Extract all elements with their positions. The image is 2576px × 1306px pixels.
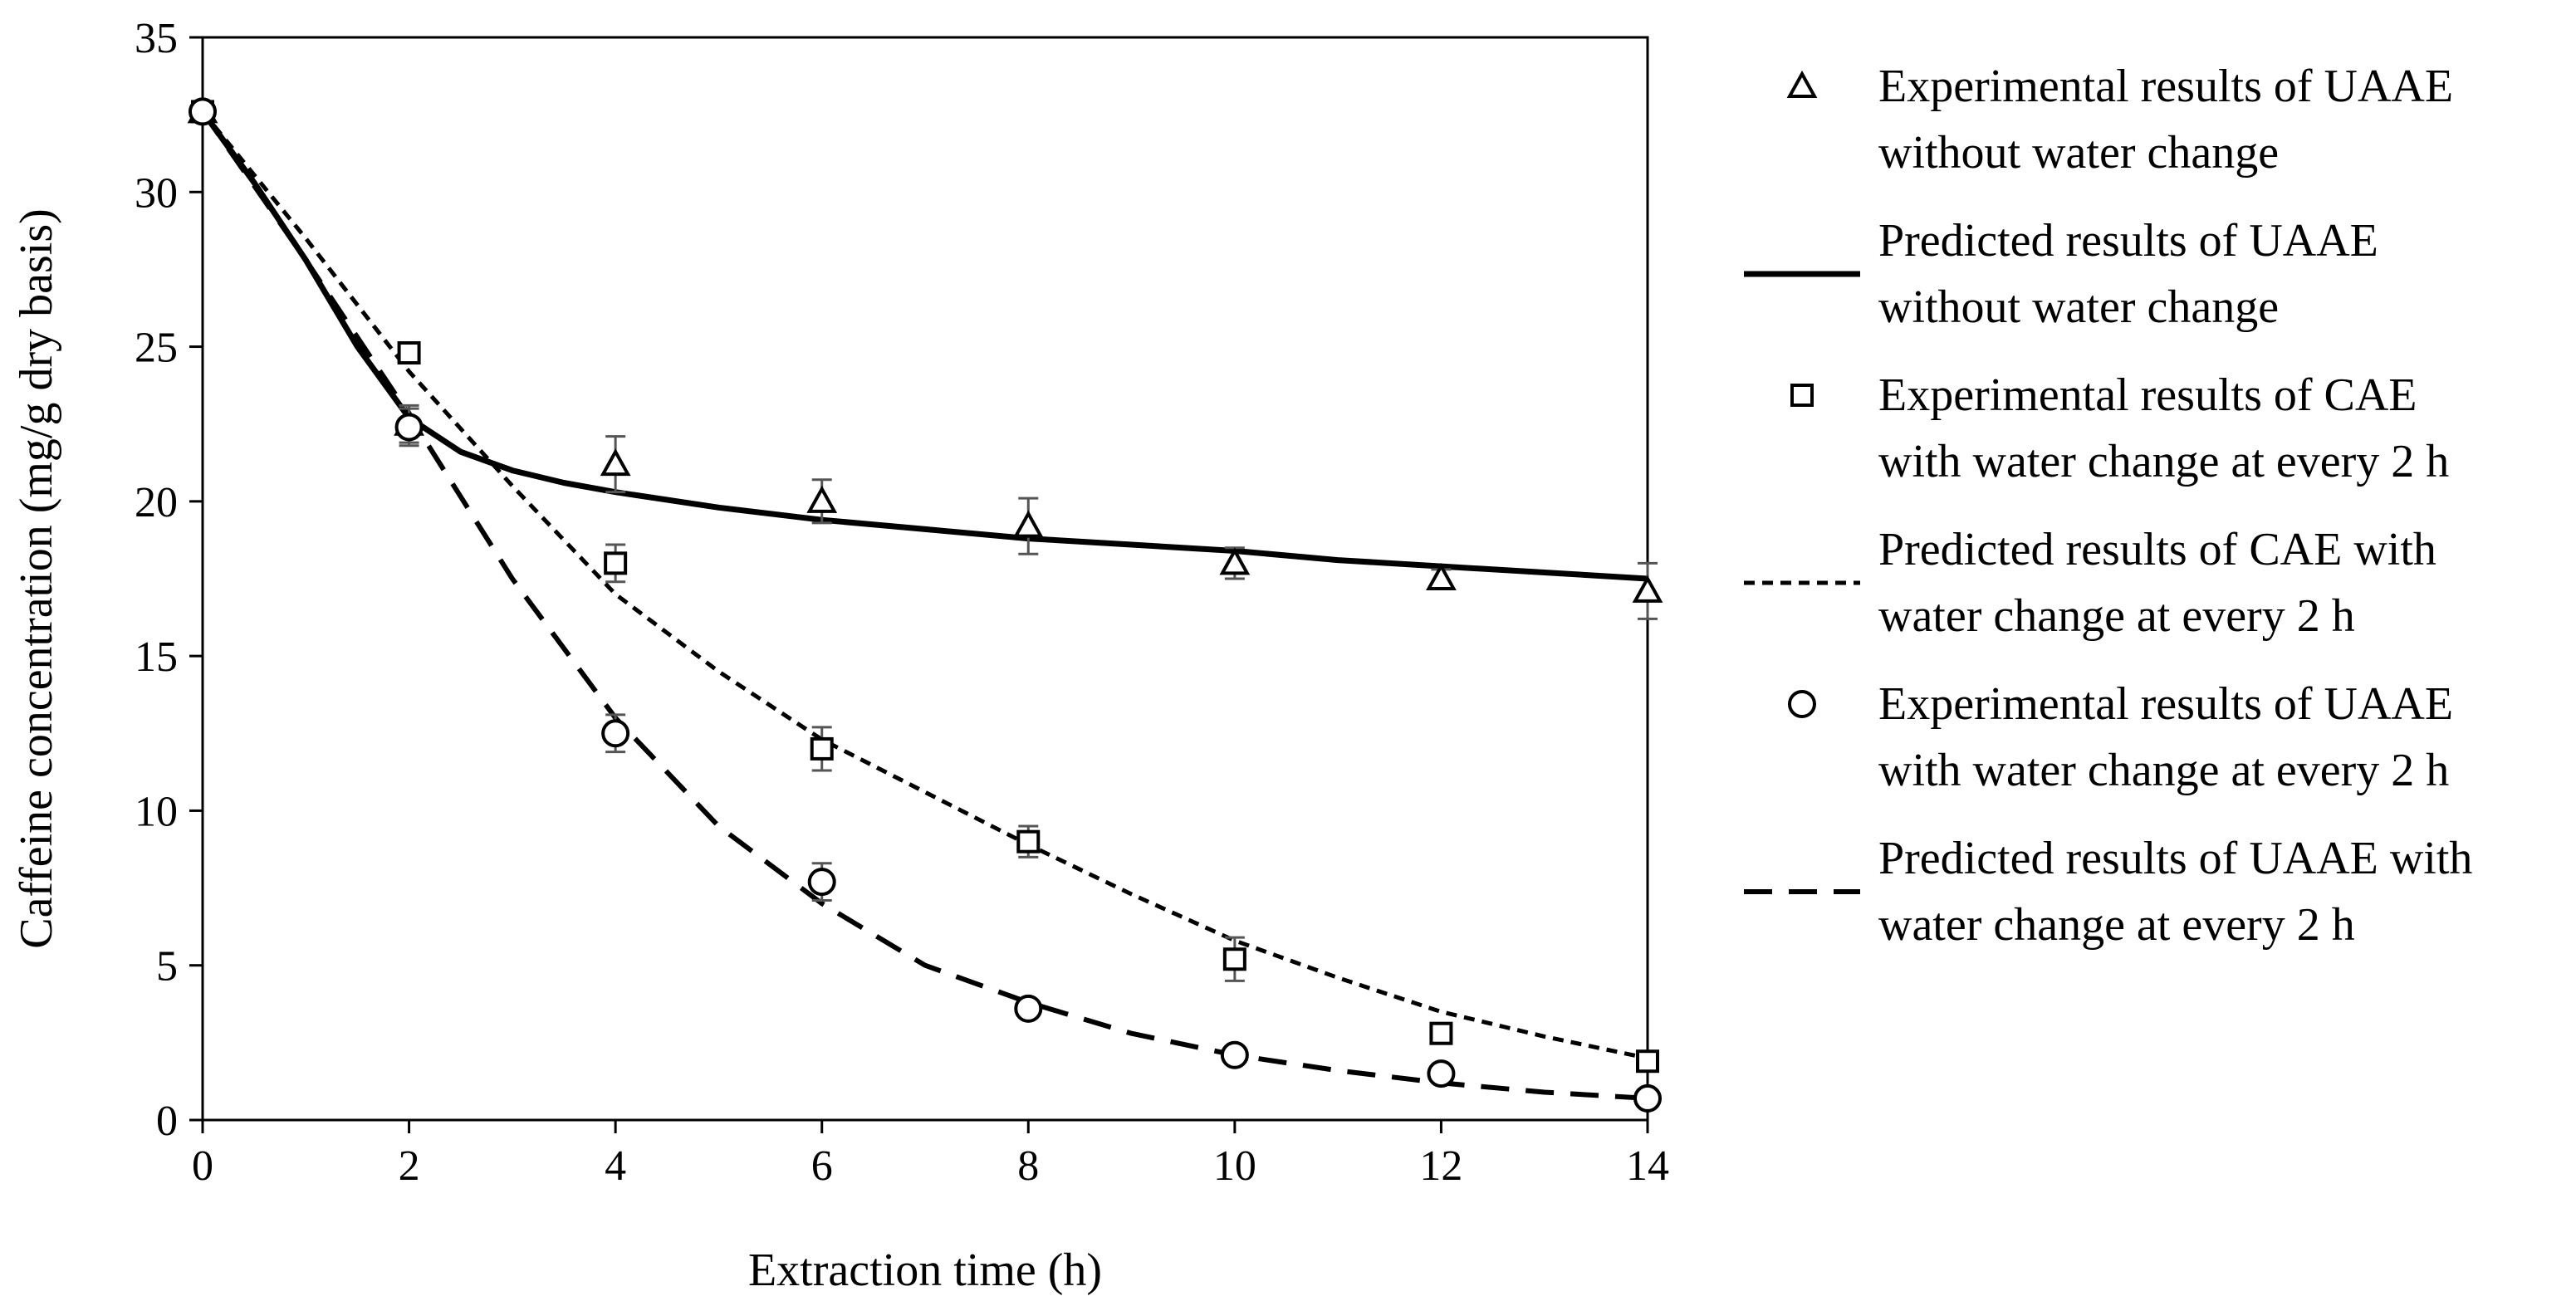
data-point-square bbox=[1222, 947, 1246, 971]
legend-label: without water change bbox=[1878, 281, 2279, 333]
y-tick-label: 5 bbox=[156, 943, 178, 991]
x-tick-label: 10 bbox=[1213, 1142, 1256, 1190]
data-point-square bbox=[1429, 1021, 1453, 1045]
legend-label: Experimental results of UAAE bbox=[1878, 61, 2453, 112]
legend-item: Experimental results of CAE with water ch… bbox=[1790, 369, 2449, 487]
legend-marker-square bbox=[1790, 384, 1814, 407]
y-tick-label: 15 bbox=[135, 633, 178, 681]
x-axis-title: Extraction time (h) bbox=[748, 1245, 1102, 1296]
data-point-square bbox=[1016, 829, 1041, 854]
legend-label: Predicted results of CAE with bbox=[1878, 524, 2436, 575]
y-tick-label: 10 bbox=[135, 788, 178, 835]
data-point-circle bbox=[1633, 1083, 1662, 1113]
x-tick-label: 0 bbox=[192, 1142, 213, 1190]
x-tick-label: 12 bbox=[1419, 1142, 1462, 1190]
data-point-square bbox=[810, 736, 834, 761]
data-point-square bbox=[397, 341, 421, 365]
series-line-dashed bbox=[200, 110, 1648, 1101]
y-tick-label: 20 bbox=[135, 479, 178, 526]
legend-label: with water change at every 2 h bbox=[1878, 745, 2449, 796]
data-point-square bbox=[604, 551, 628, 575]
data-point-triangle bbox=[1219, 547, 1251, 575]
x-tick-label: 8 bbox=[1017, 1142, 1039, 1190]
y-tick-label: 35 bbox=[135, 15, 178, 62]
legend-item: Experimental results of UAAE without wate… bbox=[1786, 61, 2453, 179]
plot-frame bbox=[201, 36, 1649, 1122]
legend-label: Predicted results of UAAE bbox=[1878, 215, 2378, 267]
data-point-triangle bbox=[1426, 562, 1457, 590]
data-point-square bbox=[1636, 1049, 1659, 1074]
data-point-circle bbox=[1427, 1059, 1456, 1088]
legend-marker-triangle bbox=[1786, 70, 1818, 98]
data-point-circle bbox=[1220, 1040, 1249, 1069]
y-axis-title: Caffeine concentration (mg/g dry basis) bbox=[11, 208, 62, 949]
legend-item: Predicted results of UAAE with water chan… bbox=[1744, 833, 2472, 951]
x-tick-label: 2 bbox=[399, 1142, 420, 1190]
data-point-circle bbox=[189, 97, 217, 126]
data-point-circle bbox=[807, 868, 836, 897]
y-tick-label: 0 bbox=[156, 1098, 178, 1145]
data-point-triangle bbox=[806, 485, 838, 513]
series-line-solid bbox=[200, 110, 1648, 582]
legend-label: water change at every 2 h bbox=[1878, 899, 2355, 951]
data-point-circle bbox=[601, 719, 630, 748]
legend-label: Predicted results of UAAE with bbox=[1878, 833, 2472, 884]
data-point-circle bbox=[394, 413, 424, 442]
data-point-circle bbox=[1014, 994, 1043, 1023]
x-tick-label: 4 bbox=[605, 1142, 626, 1190]
legend-label: Experimental results of UAAE bbox=[1878, 678, 2453, 730]
data-point-triangle bbox=[1012, 510, 1044, 538]
legend-item: Predicted results of CAE with water chang… bbox=[1744, 524, 2436, 642]
x-tick-label: 6 bbox=[811, 1142, 833, 1190]
legend-item: Experimental results of UAAE with water c… bbox=[1788, 678, 2453, 796]
legend-label: Experimental results of CAE bbox=[1878, 369, 2417, 421]
legend-label: without water change bbox=[1878, 127, 2279, 179]
y-tick-label: 25 bbox=[135, 325, 178, 372]
data-point-triangle bbox=[600, 448, 631, 477]
legend-item: Predicted results of UAAE without water c… bbox=[1744, 215, 2378, 333]
x-tick-label: 14 bbox=[1626, 1142, 1669, 1190]
legend-label: with water change at every 2 h bbox=[1878, 436, 2449, 487]
legend-label: water change at every 2 h bbox=[1878, 590, 2355, 642]
y-tick-label: 30 bbox=[135, 169, 178, 217]
data-point-triangle bbox=[1632, 575, 1663, 603]
legend-marker-circle bbox=[1788, 690, 1816, 718]
